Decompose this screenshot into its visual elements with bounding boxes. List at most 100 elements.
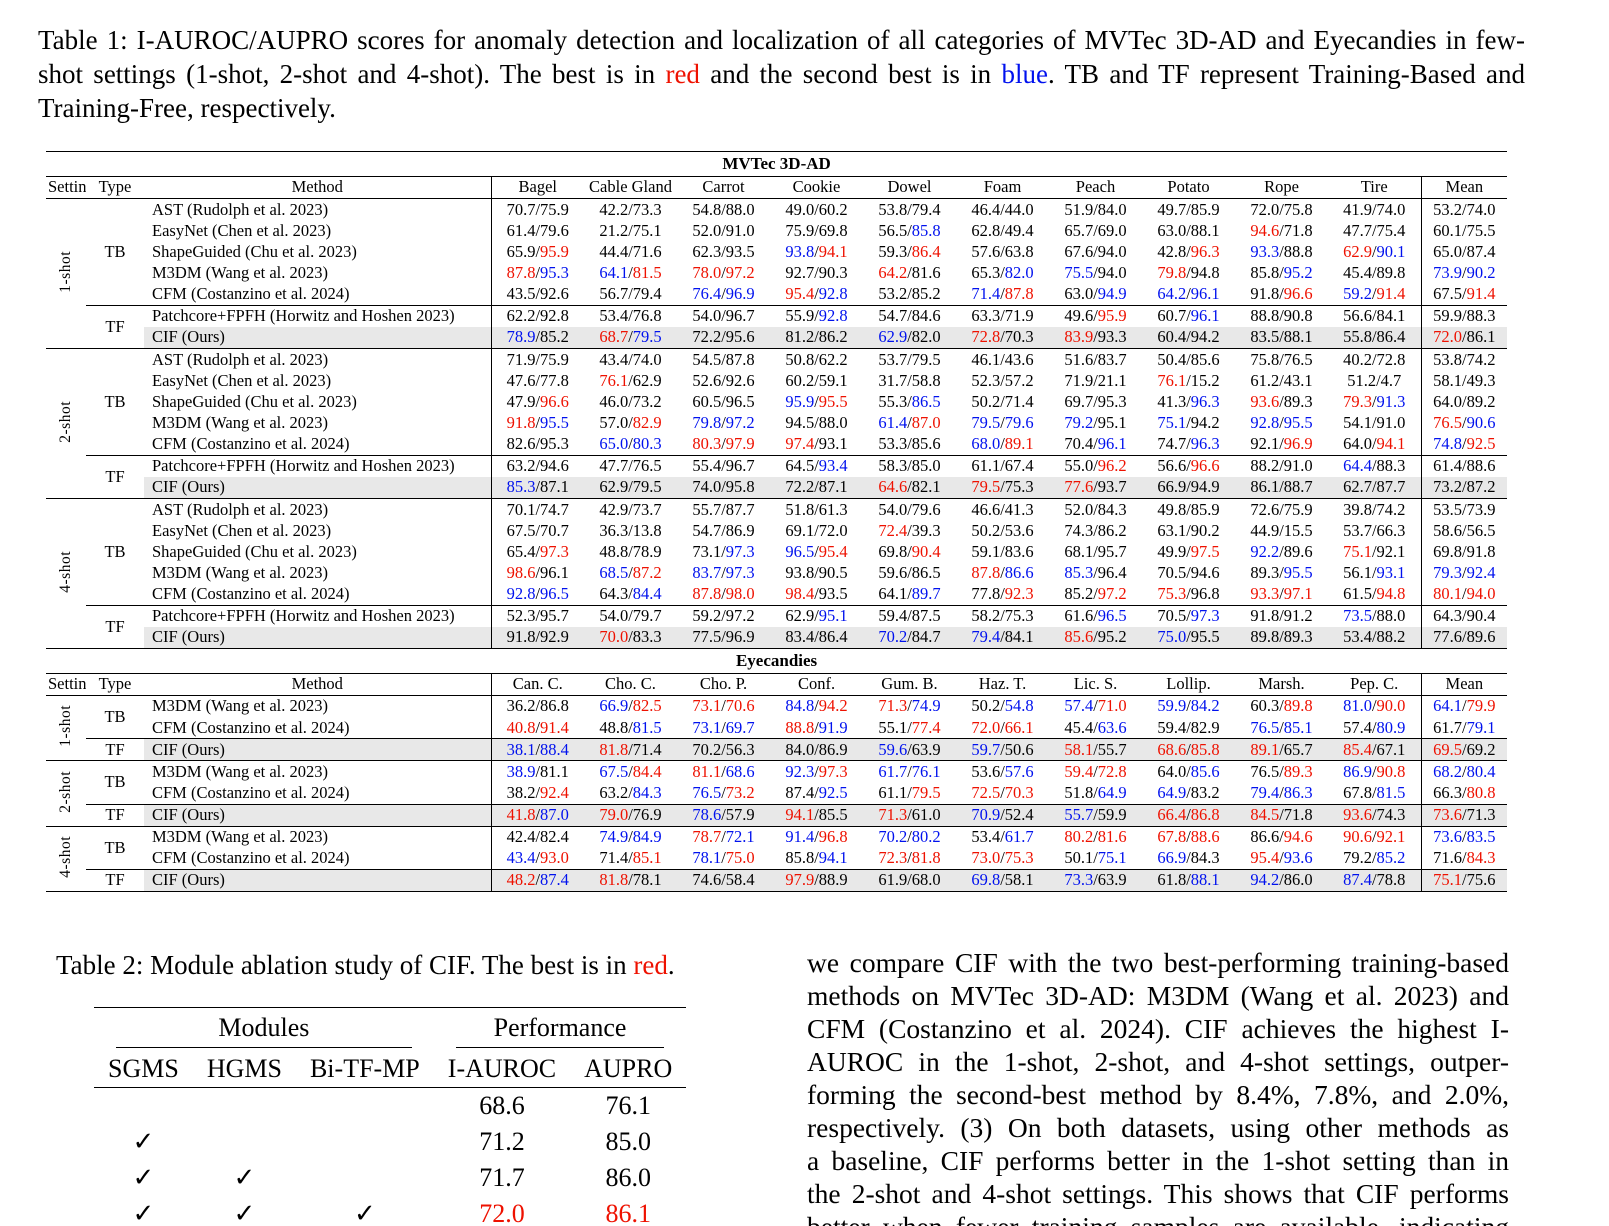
score-cell: 72.2/95.6: [677, 326, 770, 349]
type-label: TB: [104, 241, 126, 261]
score-cell: 62.2/92.8: [490, 305, 584, 327]
score: 72.8: [1376, 349, 1406, 369]
score-cell: 64.0/94.1: [1343, 434, 1406, 454]
best-score: 89.1: [1004, 434, 1034, 454]
score: 55.9: [785, 306, 815, 326]
score: 51.8: [785, 499, 815, 519]
second-best-score: 84.4: [632, 584, 662, 604]
score-cell: 53.7/79.5: [878, 349, 941, 369]
score: 60.7: [1157, 306, 1187, 326]
score-cell: 95.4/93.6: [1250, 848, 1313, 868]
score: 75.9: [540, 349, 569, 369]
best-score: 70.3: [1004, 782, 1034, 802]
score-cell: 69.8/90.4: [878, 541, 941, 561]
score: 71.9: [1064, 370, 1094, 390]
score-cell: 52.0/91.0: [692, 220, 755, 240]
score-cell: 96.5/95.4: [785, 541, 848, 561]
score: 55.8: [1343, 327, 1372, 347]
best-score: 76.1: [1157, 370, 1187, 390]
best-score: 81.8: [599, 739, 629, 759]
score: 84.1: [1376, 306, 1406, 326]
second-best-score: 65.0: [599, 434, 629, 454]
score-cell: 51.2/4.7: [1347, 370, 1402, 390]
score: 65.4: [506, 541, 536, 561]
score-cell: 77.6/93.7: [1049, 476, 1142, 499]
setting-column-header: Setting: [48, 177, 86, 197]
score: 95.3: [1097, 391, 1127, 411]
score: 56.5: [878, 220, 908, 240]
score: 81.6: [911, 263, 941, 282]
score: 75.8: [1250, 349, 1280, 369]
setting-cell: 4-shot: [46, 826, 86, 891]
second-best-score: 73.1: [692, 717, 722, 737]
score: 64.0: [1343, 434, 1372, 454]
score: 47.7: [599, 456, 629, 476]
score-cell: 91.8/95.5: [490, 412, 584, 434]
score: 71.4: [632, 739, 662, 759]
score-cell: 81.8/71.4: [584, 738, 677, 761]
second-best-score: 68.2: [1433, 761, 1463, 781]
score: 93.7: [1097, 477, 1127, 497]
method-name: CIF (Ours): [144, 476, 491, 499]
second-best-score: 73.5: [1343, 606, 1372, 626]
best-score: 75.1: [1343, 541, 1372, 561]
score: 61.4: [506, 220, 536, 240]
score: 60.2: [818, 199, 848, 219]
best-score: 82.5: [632, 696, 662, 716]
score: 93.5: [818, 584, 848, 604]
score: 61.0: [911, 805, 941, 825]
score: 44.0: [1004, 199, 1034, 219]
second-best-score: 96.1: [1097, 434, 1127, 454]
best-score: 91.8: [506, 412, 536, 432]
table-row: CFM (Costanzino et al. 2024) 38.2/92.4 63.…: [46, 782, 1508, 805]
second-best-score: 86.9: [1343, 761, 1372, 781]
second-best-score: 59.7: [971, 739, 1001, 759]
score: 85.6: [911, 434, 941, 454]
score-cell: 53.4/88.2: [1328, 626, 1421, 649]
table1-caption-pre: Table 1: I-AUROC/AUPRO scores for anomal…: [38, 25, 1525, 89]
mean-score-cell: 74.8/92.5: [1420, 433, 1508, 456]
score: 70.5: [1157, 606, 1187, 626]
score: 53.8: [1433, 349, 1463, 369]
table-row: M3DM (Wang et al. 2023) 87.8/95.3 64.1/81.…: [46, 262, 1508, 284]
method-name: CIF (Ours): [144, 626, 491, 649]
second-best-score: 81.5: [632, 717, 662, 737]
score: 95.3: [540, 434, 569, 454]
score: 70.3: [1004, 327, 1034, 347]
best-score: 66.4: [1157, 805, 1187, 825]
score: 96.7: [725, 456, 755, 476]
checkmark-cell: [94, 1087, 193, 1123]
score: 74.2: [1376, 499, 1406, 519]
score: 49.9: [1157, 541, 1187, 561]
score: 79.5: [911, 349, 941, 369]
score: 94.9: [1190, 477, 1220, 497]
best-score: 79.5: [911, 782, 941, 802]
best-score: 96.8: [818, 827, 848, 847]
table-row: TF Patchcore+FPFH (Horwitz and Hoshen 202…: [46, 455, 1508, 485]
score-cell: 76.4/96.9: [692, 284, 755, 304]
best-score: 85.1: [632, 848, 662, 868]
score: 67.4: [1004, 456, 1034, 476]
second-best-score: 96.3: [1190, 434, 1220, 454]
second-best-score: 78.9: [506, 327, 536, 347]
score: 58.8: [911, 370, 941, 390]
second-best-score: 70.9: [971, 805, 1001, 825]
score: 83.5: [1250, 327, 1280, 347]
score: 91.0: [1376, 412, 1406, 432]
score: 53.7: [1343, 520, 1372, 540]
second-best-score: 68.5: [599, 562, 629, 582]
score: 53.3: [878, 434, 908, 454]
score: 72.0: [1250, 199, 1280, 219]
score: 91.0: [1283, 456, 1313, 476]
score-cell: 50.1/75.1: [1064, 848, 1127, 868]
score: 52.3: [506, 606, 536, 626]
mean-score-cell: 59.9/88.3: [1420, 305, 1508, 327]
second-best-score: 70.2: [878, 827, 908, 847]
aupro-value: 85.0: [605, 1126, 651, 1156]
score-cell: 61.1/79.5: [878, 782, 941, 802]
table-row: CFM (Costanzino et al. 2024) 92.8/96.5 64.…: [46, 583, 1508, 606]
second-best-score: 96.9: [725, 284, 755, 304]
score-cell: 81.1/68.6: [692, 761, 755, 781]
best-score: 98.4: [785, 584, 815, 604]
category-column-header: Cho. P.: [699, 674, 748, 694]
